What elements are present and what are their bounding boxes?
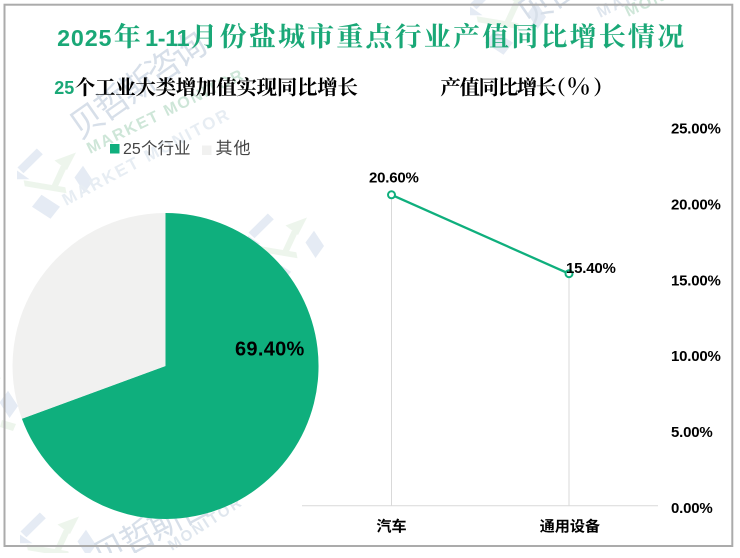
svg-text:5.00%: 5.00% xyxy=(671,424,713,441)
svg-text:25: 25 xyxy=(123,141,141,158)
svg-text:15.00%: 15.00% xyxy=(671,272,721,289)
svg-text:0.00%: 0.00% xyxy=(671,500,713,517)
svg-text:20.00%: 20.00% xyxy=(671,196,721,213)
svg-text:10.00%: 10.00% xyxy=(671,348,721,365)
svg-text:20.60%: 20.60% xyxy=(369,170,419,187)
svg-text:1-11: 1-11 xyxy=(145,25,189,51)
svg-text:69.40%: 69.40% xyxy=(235,339,305,361)
svg-text:2025: 2025 xyxy=(57,25,112,51)
svg-text:25: 25 xyxy=(54,78,74,98)
svg-text:25.00%: 25.00% xyxy=(671,121,721,138)
svg-text:15.40%: 15.40% xyxy=(566,260,616,277)
